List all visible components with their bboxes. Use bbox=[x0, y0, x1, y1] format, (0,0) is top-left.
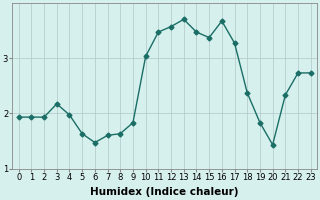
X-axis label: Humidex (Indice chaleur): Humidex (Indice chaleur) bbox=[91, 187, 239, 197]
